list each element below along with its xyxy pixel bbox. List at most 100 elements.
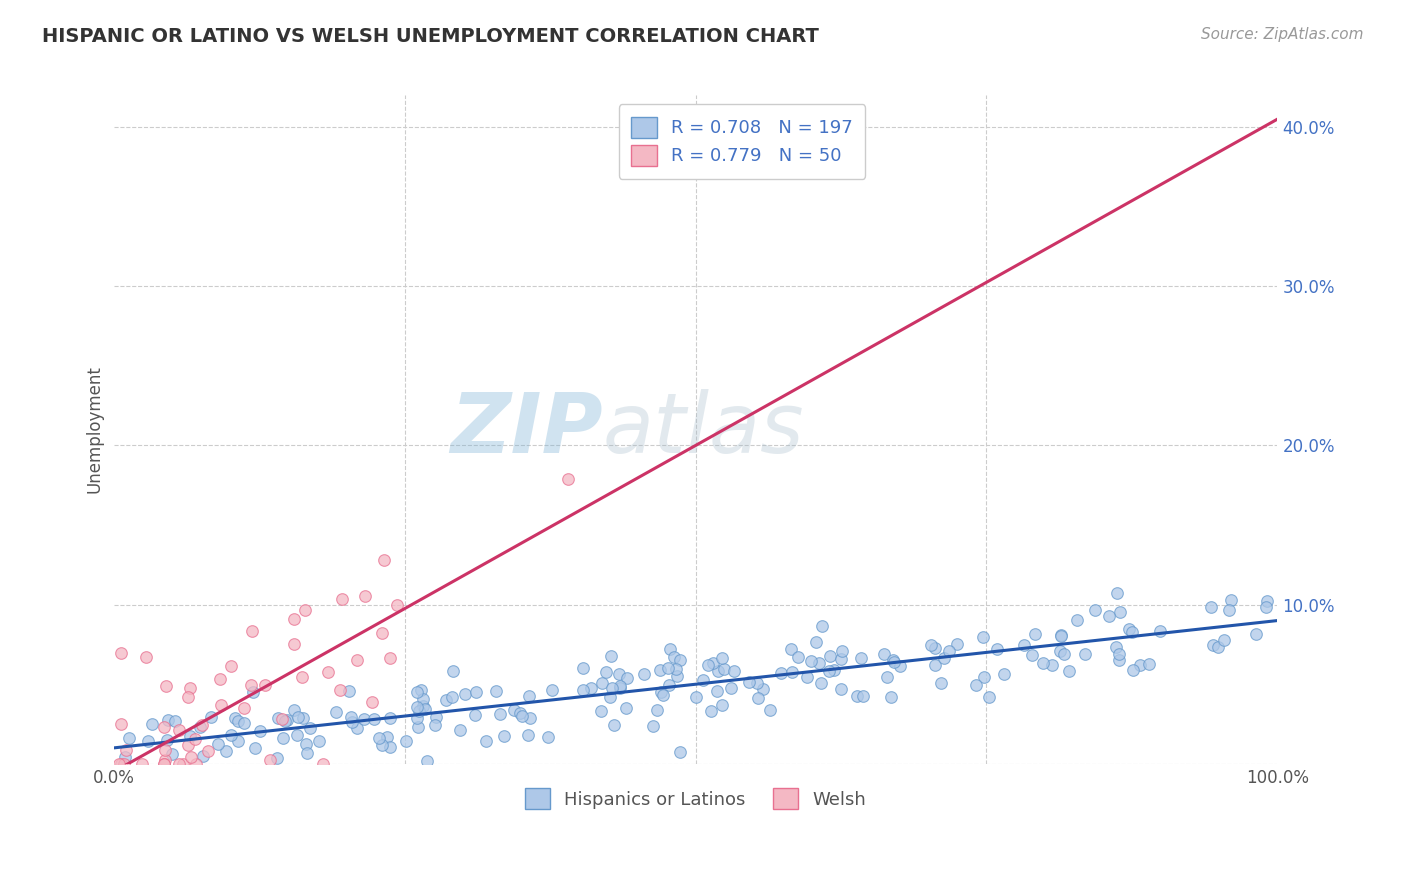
Point bbox=[541, 682, 564, 697]
Point bbox=[371, 739, 394, 753]
Point bbox=[1050, 629, 1073, 643]
Point bbox=[167, 723, 190, 737]
Point bbox=[177, 690, 200, 704]
Point bbox=[156, 733, 179, 747]
Point bbox=[1254, 600, 1277, 615]
Point bbox=[337, 684, 360, 698]
Point bbox=[156, 713, 179, 727]
Point bbox=[240, 624, 263, 638]
Point bbox=[938, 644, 960, 658]
Point bbox=[408, 704, 430, 718]
Point bbox=[669, 745, 692, 759]
Point bbox=[571, 683, 593, 698]
Point bbox=[1202, 638, 1225, 652]
Point bbox=[267, 711, 290, 725]
Point bbox=[872, 647, 894, 661]
Point bbox=[253, 678, 276, 692]
Point bbox=[972, 631, 994, 645]
Point bbox=[738, 674, 761, 689]
Point bbox=[312, 756, 335, 771]
Point bbox=[295, 737, 318, 751]
Point bbox=[441, 664, 464, 678]
Point bbox=[283, 703, 305, 717]
Point bbox=[406, 685, 429, 699]
Point bbox=[378, 740, 401, 755]
Point bbox=[876, 670, 898, 684]
Point bbox=[291, 670, 314, 684]
Point bbox=[517, 689, 540, 703]
Text: HISPANIC OR LATINO VS WELSH UNEMPLOYMENT CORRELATION CHART: HISPANIC OR LATINO VS WELSH UNEMPLOYMENT… bbox=[42, 27, 820, 45]
Point bbox=[1108, 653, 1130, 667]
Point bbox=[662, 649, 685, 664]
Point bbox=[299, 721, 322, 735]
Point bbox=[406, 719, 429, 733]
Point bbox=[702, 657, 724, 671]
Point bbox=[697, 658, 720, 673]
Point bbox=[1244, 627, 1267, 641]
Point bbox=[1084, 602, 1107, 616]
Point bbox=[607, 667, 630, 681]
Point bbox=[177, 738, 200, 752]
Point bbox=[883, 655, 905, 669]
Point bbox=[406, 711, 429, 725]
Point bbox=[308, 734, 330, 748]
Point bbox=[361, 695, 384, 709]
Point bbox=[153, 720, 176, 734]
Point bbox=[434, 693, 457, 707]
Text: ZIP: ZIP bbox=[450, 389, 602, 470]
Point bbox=[1040, 658, 1063, 673]
Point bbox=[652, 689, 675, 703]
Point bbox=[780, 642, 803, 657]
Point bbox=[118, 731, 141, 746]
Point bbox=[747, 690, 769, 705]
Text: atlas: atlas bbox=[602, 389, 804, 470]
Point bbox=[830, 651, 852, 665]
Point bbox=[1049, 644, 1071, 658]
Point bbox=[669, 653, 692, 667]
Point bbox=[979, 690, 1001, 705]
Point bbox=[110, 756, 132, 771]
Point bbox=[1108, 647, 1130, 661]
Point bbox=[710, 698, 733, 713]
Point bbox=[294, 603, 316, 617]
Point bbox=[1149, 624, 1171, 639]
Point bbox=[503, 703, 526, 717]
Point bbox=[924, 641, 946, 656]
Point bbox=[209, 672, 232, 686]
Point bbox=[1053, 647, 1076, 661]
Point bbox=[108, 756, 131, 771]
Point bbox=[882, 653, 904, 667]
Text: Source: ZipAtlas.com: Source: ZipAtlas.com bbox=[1201, 27, 1364, 42]
Point bbox=[823, 663, 845, 677]
Point bbox=[380, 711, 402, 725]
Point bbox=[375, 730, 398, 744]
Point bbox=[880, 690, 903, 704]
Point bbox=[373, 552, 395, 566]
Point bbox=[1137, 657, 1160, 671]
Point bbox=[713, 662, 735, 676]
Point bbox=[346, 653, 368, 667]
Point bbox=[340, 710, 363, 724]
Point bbox=[270, 712, 292, 726]
Point bbox=[1109, 606, 1132, 620]
Point bbox=[295, 746, 318, 760]
Point bbox=[641, 719, 664, 733]
Point bbox=[650, 685, 672, 699]
Point bbox=[1012, 638, 1035, 652]
Point bbox=[1212, 632, 1234, 647]
Point bbox=[425, 709, 447, 723]
Point bbox=[423, 717, 446, 731]
Point bbox=[179, 729, 201, 743]
Point bbox=[489, 706, 512, 721]
Point bbox=[259, 754, 281, 768]
Point bbox=[665, 662, 688, 676]
Point bbox=[1121, 625, 1143, 640]
Point bbox=[112, 756, 135, 771]
Point bbox=[242, 684, 264, 698]
Point bbox=[1219, 593, 1241, 607]
Point bbox=[1021, 648, 1043, 662]
Point bbox=[1031, 656, 1053, 670]
Point bbox=[800, 654, 823, 668]
Point bbox=[353, 589, 375, 603]
Point bbox=[519, 711, 541, 725]
